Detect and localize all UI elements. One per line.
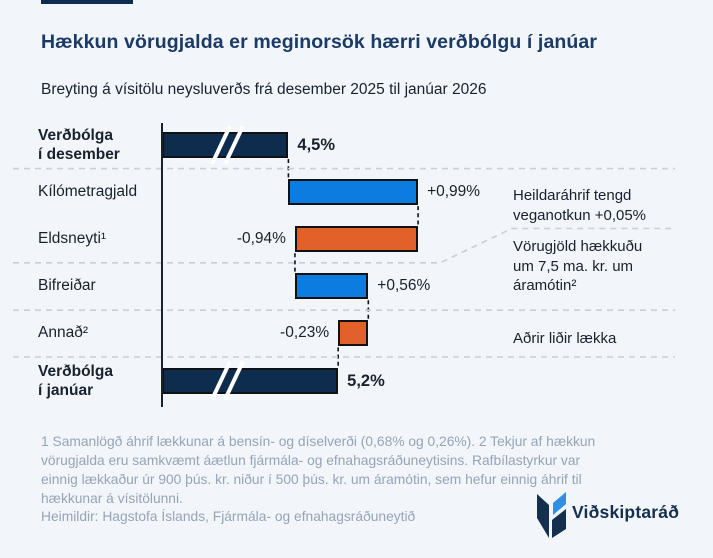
bar-1	[162, 132, 289, 158]
row-label: Verðbólga í janúar	[38, 362, 113, 399]
value-label: 4,5%	[297, 136, 335, 154]
bar-4	[294, 273, 369, 300]
chart-subtitle: Breyting á vísitölu neysluverðs frá dese…	[41, 81, 487, 98]
vidskiptarad-logo: Viðskiptaráð	[537, 492, 697, 540]
bar-3	[294, 226, 419, 253]
row-label: Bifreiðar	[38, 277, 96, 295]
footnote-text: 1 Samanlögð áhrif lækkunar á bensín- og …	[41, 434, 596, 506]
row-label: Annað²	[38, 324, 88, 342]
bar-5	[338, 320, 369, 347]
row-label: Eldsneyti¹	[38, 230, 107, 248]
logo-wordmark: Viðskiptaráð	[572, 502, 680, 522]
bar-6	[162, 367, 339, 394]
annotation-3: Aðrir liðir lækka	[513, 330, 617, 347]
source-text: Heimildir: Hagstofa Íslands, Fjármála- o…	[41, 509, 416, 524]
row-label: Kílómetragjald	[38, 183, 138, 201]
value-label: 5,2%	[347, 371, 385, 390]
bar-2	[288, 179, 419, 206]
annotation-2: Vörugjöld hækkuðu um 7,5 ma. kr. um áram…	[513, 238, 643, 294]
value-label: +0,99%	[427, 183, 481, 201]
vidskiptarad-logo-icon	[537, 492, 566, 538]
value-label: -0,23%	[280, 324, 330, 342]
top-accent-bar	[41, 0, 133, 4]
value-label: +0,56%	[377, 277, 431, 295]
annotation-1: Heildaráhrif tengd veganotkun +0,05%	[513, 187, 647, 224]
value-label: -0,94%	[236, 230, 286, 248]
page-title: Hækkun vörugjalda er meginorsök hærri ve…	[41, 31, 598, 53]
row-label: Verðbólga í desember	[38, 127, 120, 163]
